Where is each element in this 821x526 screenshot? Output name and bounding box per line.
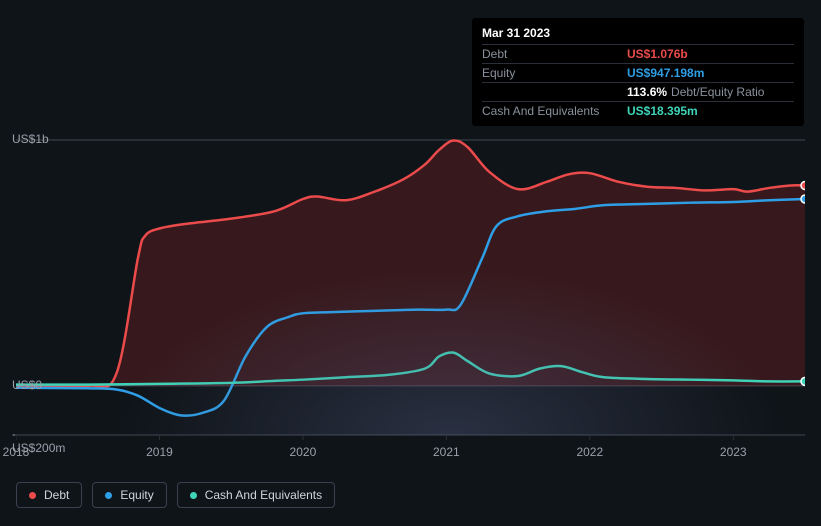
legend-dot-icon: [105, 492, 112, 499]
legend-label: Equity: [120, 488, 153, 502]
end-marker-icon: [801, 181, 805, 189]
legend-label: Cash And Equivalents: [205, 488, 322, 502]
tooltip-row-cash: Cash And Equivalents US$18.395m: [482, 101, 794, 120]
x-axis-label: 2020: [290, 445, 317, 459]
tooltip-label: Cash And Equivalents: [482, 104, 627, 118]
tooltip-row-ratio: 113.6% Debt/Equity Ratio: [482, 82, 794, 101]
chart-tooltip: Mar 31 2023 Debt US$1.076b Equity US$947…: [472, 18, 804, 126]
legend-dot-icon: [190, 492, 197, 499]
tooltip-row-debt: Debt US$1.076b: [482, 44, 794, 63]
legend: Debt Equity Cash And Equivalents: [16, 482, 335, 508]
tooltip-value: US$1.076b: [627, 47, 688, 61]
tooltip-ratio: 113.6% Debt/Equity Ratio: [627, 85, 764, 99]
x-axis-label: 2018: [3, 445, 30, 459]
end-marker-icon: [801, 195, 805, 203]
tooltip-label: Equity: [482, 66, 627, 80]
x-axis-label: 2023: [720, 445, 747, 459]
x-axis: 201820192020202120222023: [16, 445, 805, 461]
tooltip-value: US$18.395m: [627, 104, 698, 118]
tooltip-label: Debt: [482, 47, 627, 61]
x-axis-label: 2019: [146, 445, 173, 459]
legend-label: Debt: [44, 488, 69, 502]
legend-item-equity[interactable]: Equity: [92, 482, 166, 508]
tooltip-label: [482, 85, 627, 99]
legend-item-cash[interactable]: Cash And Equivalents: [177, 482, 335, 508]
ratio-pct: 113.6%: [627, 85, 667, 99]
x-axis-label: 2022: [576, 445, 603, 459]
tooltip-row-equity: Equity US$947.198m: [482, 63, 794, 82]
tooltip-date: Mar 31 2023: [482, 24, 794, 44]
x-axis-label: 2021: [433, 445, 460, 459]
tooltip-value: US$947.198m: [627, 66, 704, 80]
ratio-label: Debt/Equity Ratio: [671, 85, 764, 99]
legend-item-debt[interactable]: Debt: [16, 482, 82, 508]
legend-dot-icon: [29, 492, 36, 499]
end-marker-icon: [801, 377, 805, 385]
